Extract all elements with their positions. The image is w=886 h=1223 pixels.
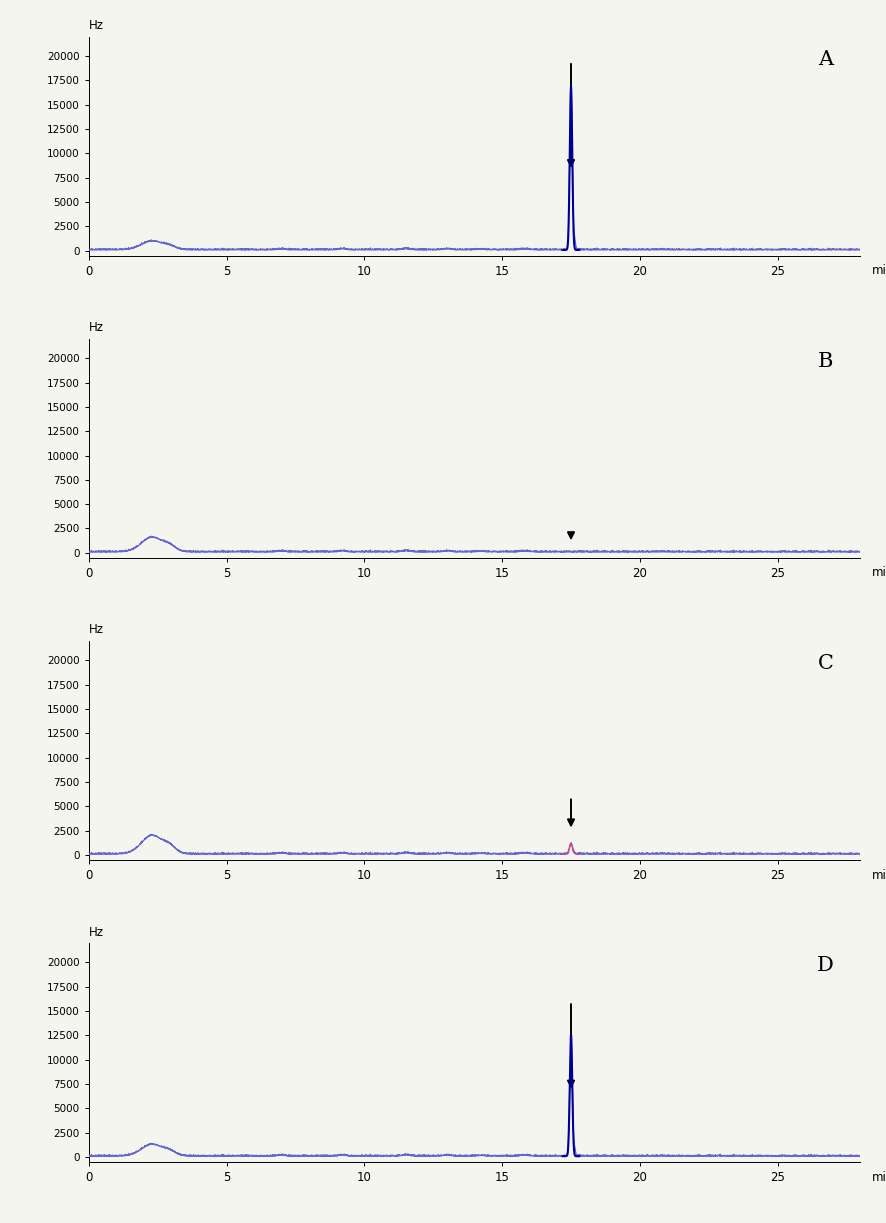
Text: Hz: Hz	[89, 624, 104, 636]
Text: min: min	[871, 1170, 886, 1184]
Text: Hz: Hz	[89, 20, 104, 32]
Text: min: min	[871, 566, 886, 580]
Text: C: C	[817, 654, 833, 673]
Text: D: D	[816, 956, 833, 975]
Text: A: A	[817, 50, 833, 68]
Text: min: min	[871, 264, 886, 278]
Text: min: min	[871, 868, 886, 882]
Text: B: B	[817, 352, 833, 371]
Text: Hz: Hz	[89, 322, 104, 334]
Text: Hz: Hz	[89, 926, 104, 938]
